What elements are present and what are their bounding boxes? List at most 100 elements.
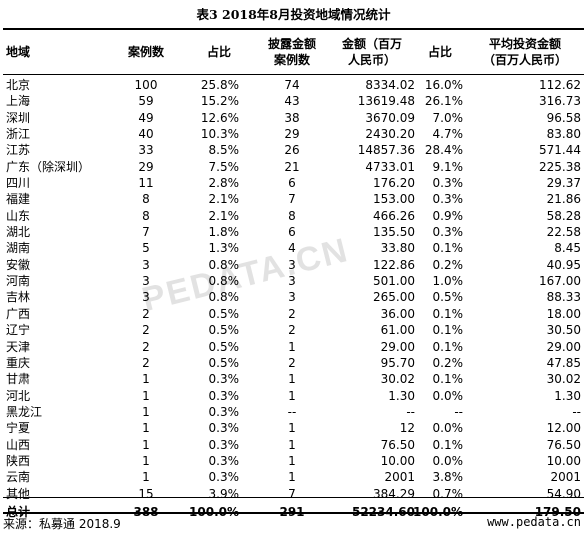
table-row: 广东（除深圳） 29 7.5% 21 4733.01 9.1% 225.38 xyxy=(3,159,584,175)
cell-case-share: 2.1% xyxy=(208,192,240,207)
cell-region: 宁夏 xyxy=(6,421,31,436)
cell-amount: 153.00 xyxy=(373,192,415,207)
cell-amount-share: 0.1% xyxy=(432,306,464,321)
cell-disclosed-count: 4 xyxy=(288,241,296,256)
table-row: 吉林 3 0.8% 3 265.00 0.5% 88.33 xyxy=(3,289,584,305)
table-row: 黑龙江 1 0.3% -- -- -- -- xyxy=(3,404,584,420)
header-average-amount: 平均投资金额 （百万人民币） xyxy=(482,37,567,67)
cell-amount: 4733.01 xyxy=(365,159,415,174)
cell-amount: 33.80 xyxy=(380,241,415,256)
cell-case-share: 0.3% xyxy=(208,404,240,419)
cell-amount-share: 4.7% xyxy=(432,127,464,142)
table-row: 陕西 1 0.3% 1 10.00 0.0% 10.00 xyxy=(3,453,584,469)
cell-amount-share: 0.5% xyxy=(432,290,464,305)
table-row: 浙江 40 10.3% 29 2430.20 4.7% 83.80 xyxy=(3,126,584,142)
cell-region: 其他 xyxy=(6,486,31,501)
cell-average-amount: 54.90 xyxy=(546,486,581,501)
cell-case-share: 12.6% xyxy=(200,110,239,125)
cell-case-count: 11 xyxy=(138,176,154,191)
cell-disclosed-count: 6 xyxy=(288,225,296,240)
table-title: 表3 2018年8月投资地域情况统计 xyxy=(196,7,391,22)
site-url: www.pedata.cn xyxy=(487,515,581,529)
cell-average-amount: 29.00 xyxy=(546,339,581,354)
cell-amount: 10.00 xyxy=(380,453,415,468)
table-row: 北京 100 25.8% 74 8334.02 16.0% 112.62 xyxy=(3,77,584,93)
cell-average-amount: 8.45 xyxy=(554,241,581,256)
cell-disclosed-count: 1 xyxy=(288,437,296,452)
cell-average-amount: 83.80 xyxy=(546,127,581,142)
cell-disclosed-count: 2 xyxy=(288,355,296,370)
cell-region: 天津 xyxy=(6,339,31,354)
cell-average-amount: 76.50 xyxy=(546,437,581,452)
cell-region: 深圳 xyxy=(6,110,31,125)
cell-case-count: 40 xyxy=(138,127,154,142)
cell-case-count: 1 xyxy=(142,404,150,419)
cell-region: 河北 xyxy=(6,388,31,403)
cell-region: 辽宁 xyxy=(6,323,31,338)
cell-region: 福建 xyxy=(6,192,31,207)
cell-case-share: 0.8% xyxy=(208,290,240,305)
cell-amount-share: 0.7% xyxy=(432,486,464,501)
table-row: 湖南 5 1.3% 4 33.80 0.1% 8.45 xyxy=(3,240,584,256)
cell-disclosed-count: 6 xyxy=(288,176,296,191)
cell-case-share: 0.3% xyxy=(208,388,240,403)
cell-region: 江苏 xyxy=(6,143,31,158)
cell-case-share: 0.3% xyxy=(208,437,240,452)
table-row: 云南 1 0.3% 1 2001 3.8% 2001 xyxy=(3,469,584,485)
cell-amount: -- xyxy=(406,404,415,419)
cell-region: 甘肃 xyxy=(6,372,31,387)
cell-case-count: 1 xyxy=(142,470,150,485)
cell-region: 山东 xyxy=(6,208,31,223)
cell-case-share: 0.5% xyxy=(208,306,240,321)
cell-amount-share: 0.1% xyxy=(432,241,464,256)
cell-region: 陕西 xyxy=(6,453,31,468)
cell-amount-share: 0.0% xyxy=(432,421,464,436)
cell-amount: 1.30 xyxy=(388,388,415,403)
table-row: 广西 2 0.5% 2 36.00 0.1% 18.00 xyxy=(3,306,584,322)
cell-case-share: 10.3% xyxy=(200,127,239,142)
cell-case-count: 3 xyxy=(142,274,150,289)
cell-case-count: 2 xyxy=(142,339,150,354)
cell-amount-share: 1.0% xyxy=(432,274,464,289)
cell-amount: 176.20 xyxy=(373,176,415,191)
cell-amount-share: 0.1% xyxy=(432,437,464,452)
cell-average-amount: 40.95 xyxy=(546,257,581,272)
cell-case-count: 15 xyxy=(138,486,154,501)
cell-case-share: 1.8% xyxy=(208,225,240,240)
cell-amount-share: 0.2% xyxy=(432,257,464,272)
cell-amount: 52234.60 xyxy=(321,504,415,520)
cell-case-count: 8 xyxy=(142,192,150,207)
cell-amount-share: 0.0% xyxy=(432,453,464,468)
cell-case-count: 1 xyxy=(142,388,150,403)
cell-disclosed-count: 29 xyxy=(284,127,300,142)
cell-disclosed-count: 3 xyxy=(288,290,296,305)
cell-average-amount: 22.58 xyxy=(546,225,581,240)
cell-amount-share: 3.8% xyxy=(432,470,464,485)
cell-amount: 8334.02 xyxy=(365,78,415,92)
cell-amount: 12 xyxy=(399,421,415,436)
table-row: 河南 3 0.8% 3 501.00 1.0% 167.00 xyxy=(3,273,584,289)
cell-disclosed-count: 1 xyxy=(288,339,296,354)
cell-case-count: 2 xyxy=(142,306,150,321)
cell-average-amount: 2001 xyxy=(550,470,581,485)
cell-case-share: 0.8% xyxy=(208,257,240,272)
total-rule xyxy=(3,497,584,498)
table-row: 宁夏 1 0.3% 1 12 0.0% 12.00 xyxy=(3,420,584,436)
table-row: 山东 8 2.1% 8 466.26 0.9% 58.28 xyxy=(3,208,584,224)
cell-region: 山西 xyxy=(6,437,31,452)
cell-case-count: 5 xyxy=(142,241,150,256)
cell-amount-share: 0.1% xyxy=(432,339,464,354)
cell-average-amount: 18.00 xyxy=(546,306,581,321)
cell-disclosed-count: 7 xyxy=(288,192,296,207)
cell-amount: 3670.09 xyxy=(365,110,415,125)
header-amount-share: 占比 xyxy=(427,45,452,59)
table-row: 天津 2 0.5% 1 29.00 0.1% 29.00 xyxy=(3,339,584,355)
cell-amount: 36.00 xyxy=(380,306,415,321)
cell-amount-share: 0.9% xyxy=(432,208,464,223)
cell-amount-share: 28.4% xyxy=(424,143,463,158)
cell-amount: 2430.20 xyxy=(365,127,415,142)
cell-case-count: 100 xyxy=(134,78,158,92)
cell-average-amount: 167.00 xyxy=(539,274,581,289)
cell-case-share: 0.5% xyxy=(208,323,240,338)
cell-amount-share: 16.0% xyxy=(424,78,463,92)
